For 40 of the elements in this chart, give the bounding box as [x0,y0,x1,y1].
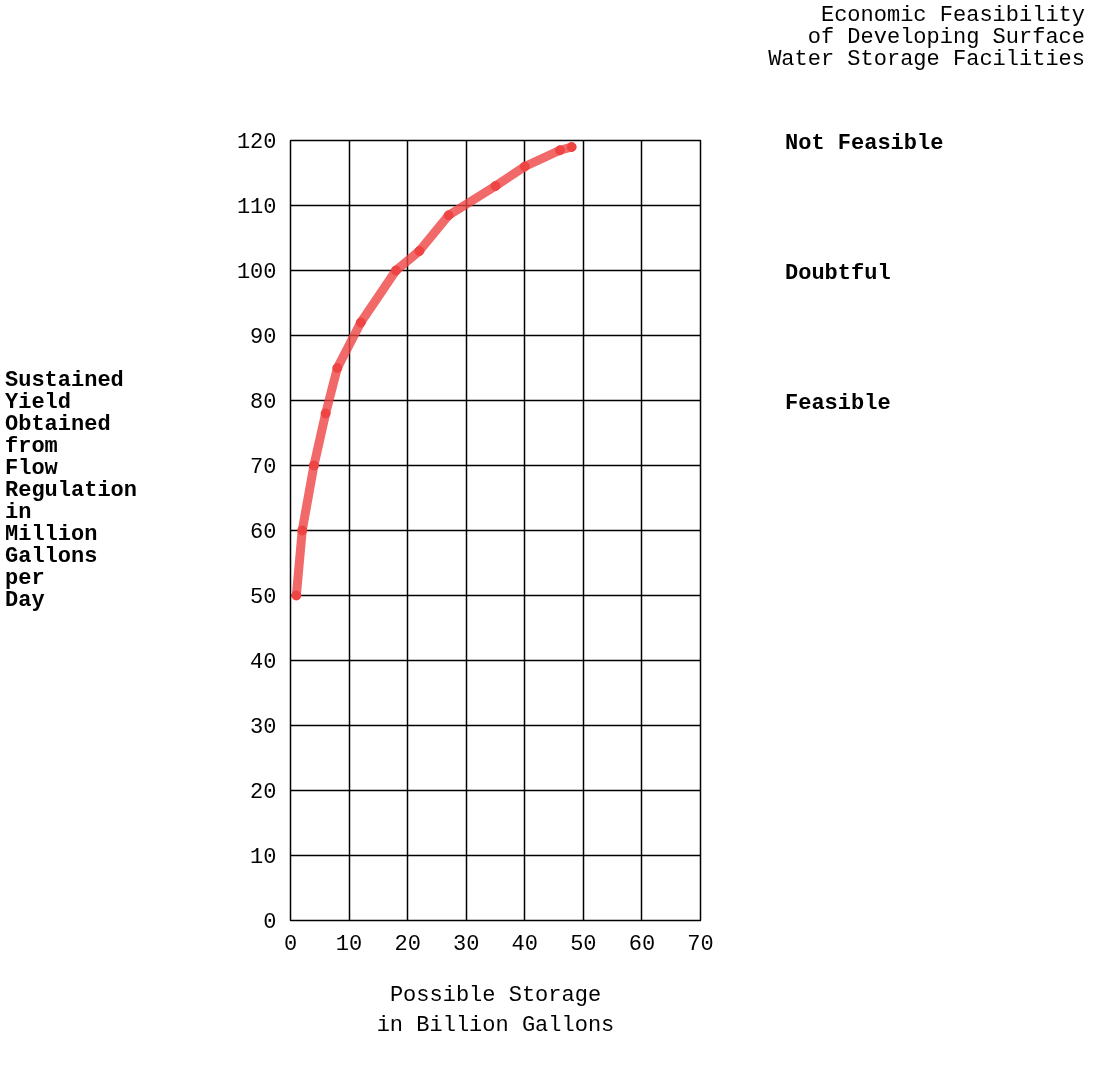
y-tick-label: 90 [250,325,277,350]
x-tick-label: 20 [394,931,421,957]
x-tick-label: 50 [570,931,597,957]
y-tick-label: 80 [250,390,277,415]
y-tick-label: 100 [236,260,277,285]
point [320,408,331,419]
y-tick-label: 120 [236,130,277,155]
y-tick-label: 60 [250,520,277,545]
x-tick-label: 40 [511,931,538,957]
point [355,317,366,328]
point [519,161,530,172]
x-tick-label: 60 [628,931,656,957]
text: Not Feasible [785,131,944,156]
point [566,142,577,152]
point [291,590,302,601]
x-tick-label: 10 [335,931,363,957]
point [297,525,308,536]
point [443,210,454,221]
point [308,460,319,471]
y-tick-label: 0 [263,910,277,935]
y-tick-label: 30 [250,715,277,740]
x-axis-title: Possible Storage in Billion Gallons [376,982,615,1038]
y-tick-label: 70 [250,455,277,480]
point [490,181,501,191]
text: Economic Feasibility of Developing Surface Water Storage Facilities [768,3,1085,72]
y-tick-label: 40 [250,650,277,675]
x-tick-label: 30 [453,931,480,957]
point [414,246,425,256]
text: Feasible [785,391,891,416]
x-tick-label: 70 [687,931,714,957]
x-tick-label: 0 [283,931,298,957]
y-tick-label: 110 [236,195,277,220]
text: Sustained Yield Obtained from Flow Regulation in Million Gallons per Day [5,368,138,613]
y-tick-label: 20 [250,780,277,805]
point [332,363,343,373]
point [554,145,565,156]
y-tick-label: 10 [250,845,277,870]
text: Doubtful [785,261,891,286]
y-tick-label: 50 [250,585,277,610]
point [390,265,401,276]
